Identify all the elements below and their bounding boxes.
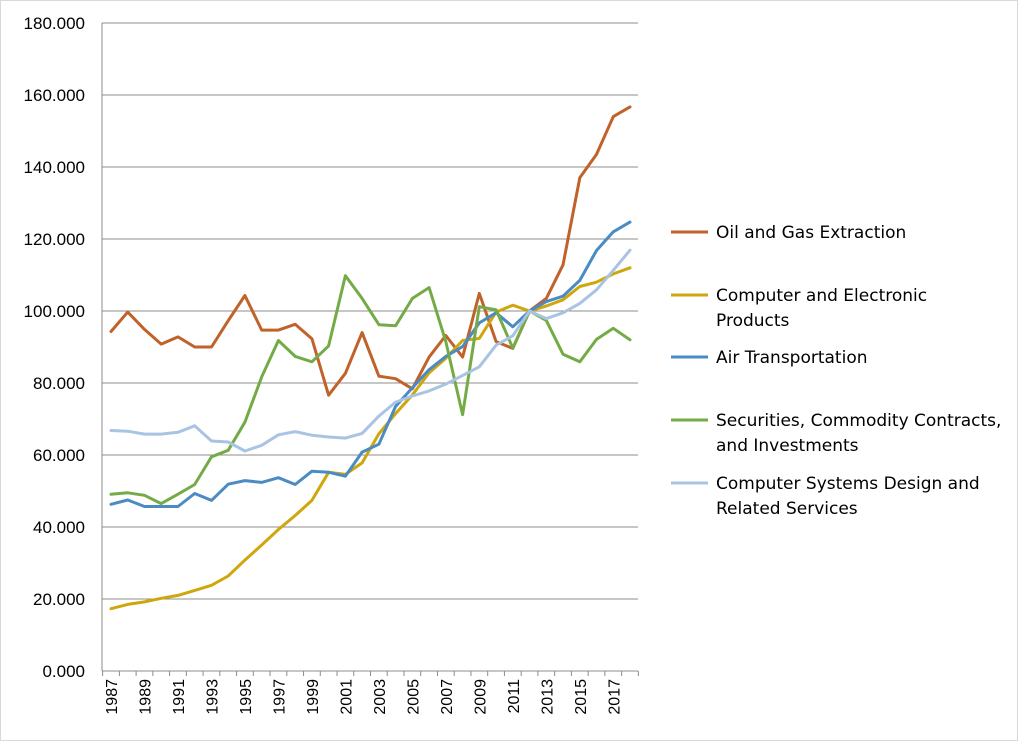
x-tick-label: 2013 <box>539 679 556 715</box>
x-tick-label: 1995 <box>238 679 255 715</box>
y-tick-label: 120.000 <box>24 230 85 249</box>
y-tick-label: 180.000 <box>24 14 85 33</box>
x-tick-label: 1997 <box>271 679 288 715</box>
series-line-1 <box>109 105 632 397</box>
x-tick-label: 2005 <box>405 679 422 715</box>
x-tick-label: 2015 <box>573 679 590 715</box>
y-tick-label: 140.000 <box>24 158 85 177</box>
legend-label: Oil and Gas Extraction <box>716 223 906 243</box>
legend-label: and Investments <box>716 436 859 456</box>
legend-label: Related Services <box>716 499 858 519</box>
x-tick-label: 1993 <box>204 679 221 715</box>
y-tick-label: 160.000 <box>24 86 85 105</box>
legend-item: Computer Systems Design and Related Servi… <box>671 474 980 519</box>
x-tick-label: 1989 <box>137 679 154 715</box>
y-tick-label: 20.000 <box>33 590 85 609</box>
legend-item: Securities, Commodity Contracts, and Inve… <box>671 411 1001 456</box>
series-line-2 <box>109 266 632 611</box>
legend-label: Computer Systems Design and <box>716 474 980 494</box>
legend-item: Air Transportation <box>671 348 868 368</box>
x-tick-label: 2003 <box>372 679 389 715</box>
legend-item: Oil and Gas Extraction <box>671 223 906 243</box>
x-tick-label: 1987 <box>104 679 121 715</box>
x-axis-tick-labels: 1987 1989 1991 1993 1995 1997 1999 2001 2003 2005… <box>104 679 623 715</box>
y-tick-label: 60.000 <box>33 446 85 465</box>
series-line-5 <box>109 248 632 453</box>
x-tick-label: 2009 <box>472 679 489 715</box>
y-tick-label: 100.000 <box>24 302 85 321</box>
x-tick-label: 2007 <box>439 679 456 715</box>
x-tick-label: 2011 <box>506 679 523 714</box>
x-tick-label: 1999 <box>305 679 322 715</box>
y-axis-tick-labels: 0.000 20.000 40.000 60.000 80.000 100.000 120.… <box>24 14 85 681</box>
legend-item: Computer and Electronic Products <box>671 286 927 331</box>
series-lines <box>109 105 632 611</box>
axes <box>101 23 639 676</box>
legend: Oil and Gas Extraction Computer and Elect… <box>671 223 1001 519</box>
series-line-4 <box>109 274 632 506</box>
legend-label: Air Transportation <box>716 348 868 368</box>
x-tick-label: 2017 <box>606 679 623 715</box>
y-tick-label: 0.000 <box>42 662 85 681</box>
legend-label: Securities, Commodity Contracts, <box>716 411 1001 431</box>
legend-label: Products <box>716 311 790 331</box>
series-line-3 <box>109 220 632 508</box>
y-tick-label: 40.000 <box>33 518 85 537</box>
y-tick-label: 80.000 <box>33 374 85 393</box>
x-tick-label: 1991 <box>171 679 188 715</box>
legend-label: Computer and Electronic <box>716 286 927 306</box>
x-tick-label: 2001 <box>338 679 355 715</box>
